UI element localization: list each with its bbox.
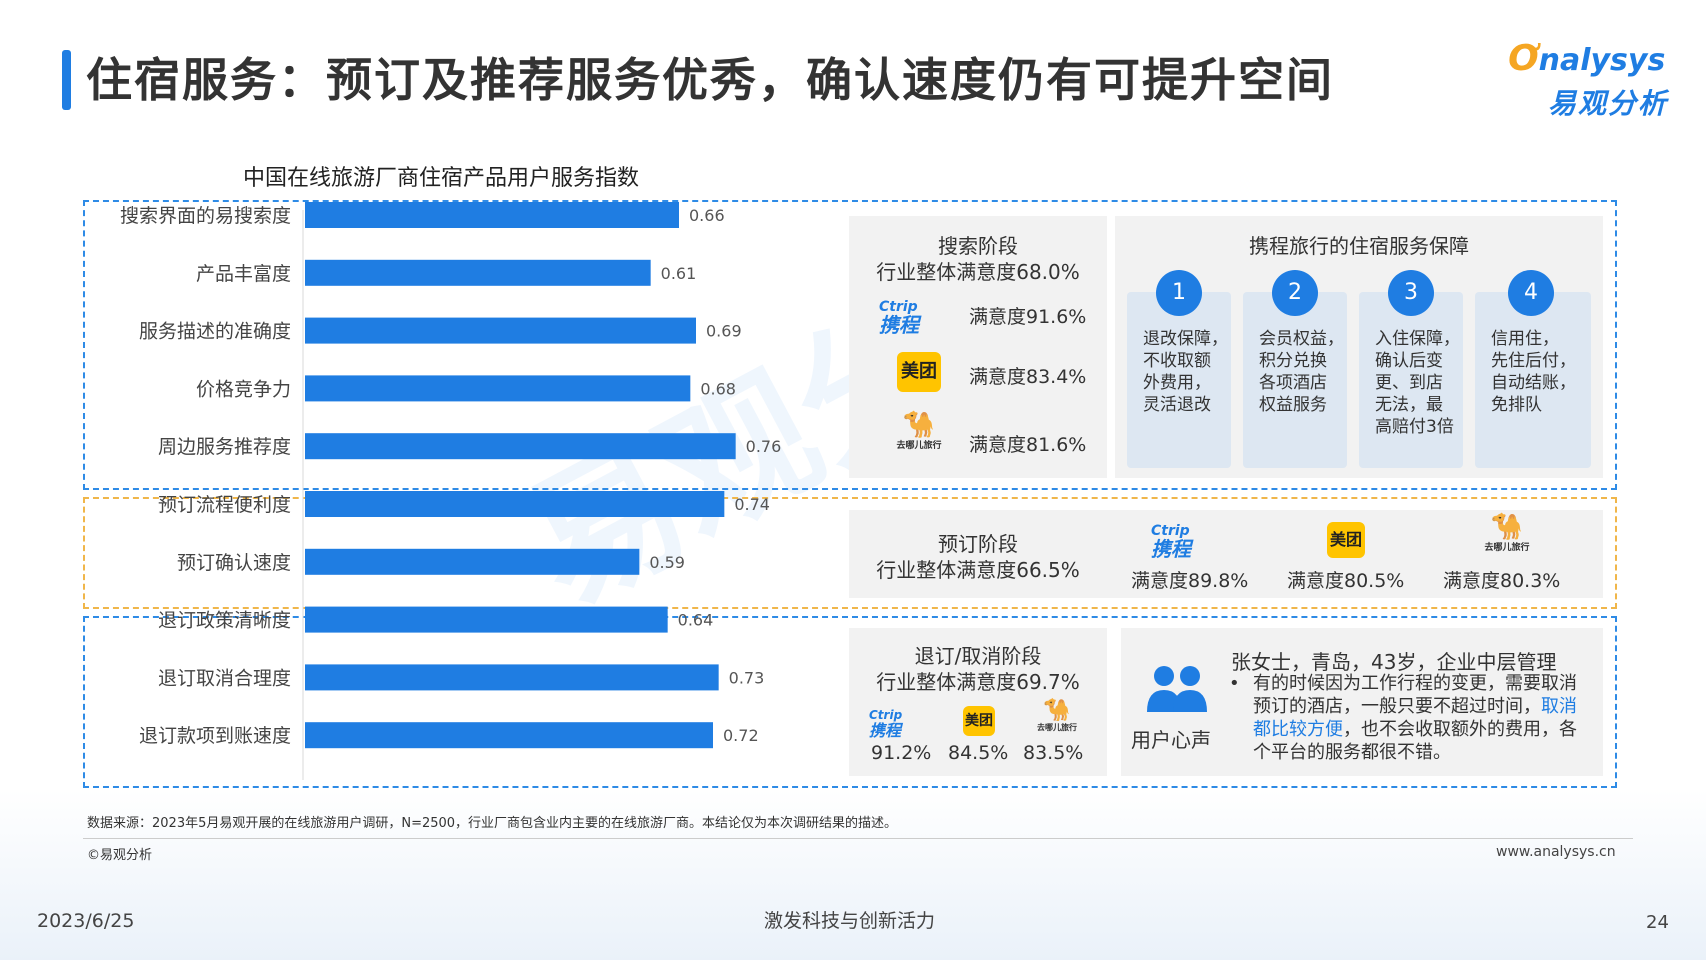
guarantee-text-3: 入住保障， 确认后变 更、到店 无法，最 高赔付3倍 — [1375, 329, 1460, 437]
users-icon — [1147, 666, 1207, 712]
qunar-logo: 🐪 去哪儿旅行 — [1484, 512, 1530, 553]
guarantee-text-4: 信用住， 先住后付， 自动结账， 免排队 — [1491, 329, 1576, 415]
value-label: 0.69 — [706, 322, 742, 341]
cancel-ctrip-satisfaction: 91.2% — [871, 742, 932, 764]
background-skyline — [0, 790, 1706, 960]
booking-qunar-satisfaction: 满意度80.3% — [1443, 570, 1561, 592]
category-label: 预订确认速度 — [177, 552, 291, 574]
bar — [305, 259, 651, 286]
footer-divider — [83, 838, 1633, 839]
ctrip-logo: Ctrip 携程 — [869, 708, 903, 740]
cancel-stage-panel: 退订/取消阶段 行业整体满意度69.7% Ctrip 携程 91.2% 美团 84… — [849, 628, 1107, 776]
bar — [305, 375, 691, 402]
bar — [305, 548, 640, 575]
cancel-stage-overall: 行业整体满意度69.7% — [876, 670, 1080, 694]
ctrip-guarantee-panel: 携程旅行的住宿服务保障 1 退改保障， 不收取额 外费用， 灵活退改 2 会员权益，积… — [1115, 216, 1603, 478]
value-label: 0.72 — [723, 726, 759, 745]
category-label: 周边服务推荐度 — [158, 436, 291, 458]
booking-section-frame — [83, 497, 1617, 609]
category-label: 预订流程便利度 — [158, 494, 291, 516]
category-label: 价格竞争力 — [196, 378, 291, 400]
search-stage-overall: 行业整体满意度68.0% — [876, 260, 1080, 284]
booking-stage-panel: 预订阶段 行业整体满意度66.5% Ctrip 携程 满意度89.8% 美团 满意… — [849, 510, 1603, 598]
bar — [305, 664, 719, 691]
bar — [305, 317, 696, 344]
value-label: 0.61 — [661, 264, 697, 283]
value-label: 0.74 — [734, 495, 770, 514]
bar — [305, 606, 668, 633]
category-label: 退订款项到账速度 — [139, 725, 291, 747]
chart-title: 中国在线旅游厂商住宿产品用户服务指数 — [243, 166, 640, 191]
bars: 搜索界面的易搜索度 0.66 产品丰富度 0.61 服务描述的准确度 0.69 价格竞争力 0… — [120, 202, 782, 749]
ctrip-logo: Ctrip 携程 — [879, 299, 919, 337]
website-link[interactable]: www.analysys.cn — [1496, 844, 1616, 860]
meituan-logo: 美团 — [963, 706, 995, 736]
user-voice-label: 用户心声 — [1131, 728, 1211, 752]
user-voice-highlight: 取消都比较方便 — [1253, 696, 1577, 740]
qunar-logo: 🐪 去哪儿旅行 — [896, 410, 942, 451]
analysys-logo: Ơnalysys 易观分析 — [1508, 38, 1678, 128]
guarantee-title: 携程旅行的住宿服务保障 — [1249, 234, 1469, 258]
search-meituan-satisfaction: 满意度83.4% — [969, 366, 1087, 388]
search-ctrip-satisfaction: 满意度91.6% — [969, 306, 1087, 328]
value-label: 0.73 — [729, 668, 765, 687]
logo-english: Ơnalysys — [1508, 38, 1666, 79]
booking-ctrip-satisfaction: 满意度89.8% — [1131, 570, 1249, 592]
cancel-section-frame — [83, 616, 1617, 788]
logo-chinese: 易观分析 — [1548, 87, 1669, 120]
search-stage-title: 搜索阶段 — [938, 234, 1018, 258]
guarantee-number-2: 2 — [1272, 270, 1318, 316]
title-accent-bar — [62, 50, 71, 110]
guarantee-text-2: 会员权益， 积分兑换 各项酒店 权益服务 — [1259, 329, 1344, 415]
guarantee-card-1 — [1127, 292, 1231, 468]
guarantee-card-2 — [1243, 292, 1347, 468]
category-label: 退订政策清晰度 — [158, 610, 291, 632]
slogan: 激发科技与创新活力 — [764, 910, 936, 932]
user-voice-panel: 用户心声 张女士，青岛，43岁，企业中层管理 • 有的时候因为工作行程的变更，需… — [1121, 628, 1603, 776]
user-voice-bullet: • — [1229, 673, 1240, 694]
category-label: 服务描述的准确度 — [139, 321, 291, 343]
page-title: 住宿服务：预订及推荐服务优秀，确认速度仍有可提升空间 — [86, 53, 1334, 107]
value-label: 0.76 — [746, 437, 782, 456]
cancel-qunar-satisfaction: 83.5% — [1023, 742, 1084, 764]
bar — [305, 491, 725, 517]
value-label: 0.59 — [649, 553, 685, 572]
search-qunar-satisfaction: 满意度81.6% — [969, 434, 1087, 456]
guarantee-card-3 — [1359, 292, 1463, 468]
category-label: 产品丰富度 — [196, 263, 291, 285]
booking-stage-title: 预订阶段 — [938, 532, 1018, 556]
search-section-frame — [83, 200, 1617, 490]
user-voice-quote: 有的时候因为工作行程的变更，需要取消预订的酒店，一般只要不超过时间，取消都比较方… — [1253, 673, 1577, 763]
category-label: 退订取消合理度 — [158, 667, 291, 689]
meituan-logo: 美团 — [1327, 522, 1365, 558]
qunar-logo: 🐪 去哪儿旅行 — [1037, 698, 1077, 733]
value-label: 0.64 — [678, 611, 714, 630]
copyright: ©易观分析 — [87, 848, 153, 863]
bar — [305, 722, 713, 749]
guarantee-number-1: 1 — [1156, 270, 1202, 316]
guarantee-number-3: 3 — [1388, 270, 1434, 316]
guarantee-number-4: 4 — [1508, 270, 1554, 316]
guarantee-text-1: 退改保障， 不收取额 外费用， 灵活退改 — [1143, 329, 1228, 415]
bar — [305, 433, 736, 460]
category-label: 搜索界面的易搜索度 — [120, 205, 291, 227]
page-number: 24 — [1646, 912, 1669, 933]
ctrip-logo: Ctrip 携程 — [1151, 523, 1191, 561]
value-label: 0.68 — [700, 379, 736, 398]
report-date: 2023/6/25 — [37, 910, 135, 932]
user-voice-person: 张女士，青岛，43岁，企业中层管理 — [1231, 650, 1557, 674]
cancel-meituan-satisfaction: 84.5% — [948, 742, 1009, 764]
booking-meituan-satisfaction: 满意度80.5% — [1287, 570, 1405, 592]
booking-stage-overall: 行业整体满意度66.5% — [876, 558, 1080, 582]
meituan-logo: 美团 — [897, 352, 941, 392]
cancel-stage-title: 退订/取消阶段 — [914, 644, 1042, 668]
bar-chart: 搜索界面的易搜索度 0.66 产品丰富度 0.61 服务描述的准确度 0.69 价格竞争力 0… — [120, 202, 782, 780]
value-label: 0.66 — [689, 206, 725, 225]
guarantee-card-4 — [1475, 292, 1591, 468]
search-stage-panel: 搜索阶段 行业整体满意度68.0% Ctrip 携程 满意度91.6% 美团 满意… — [849, 216, 1107, 478]
bar — [305, 202, 679, 228]
data-source-note: 数据来源：2023年5月易观开展的在线旅游用户调研，N=2500，行业厂商包含业… — [87, 816, 898, 831]
